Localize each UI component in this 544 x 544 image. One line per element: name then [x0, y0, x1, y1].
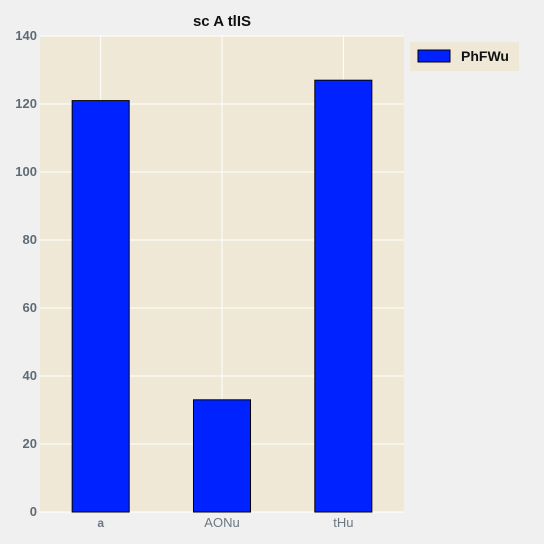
y-axis-ticks: 0 20 40 60 80 100 120 140	[15, 28, 37, 519]
bar-AONu	[192, 399, 252, 513]
chart-title: sc A tlIS	[193, 13, 251, 30]
legend-swatch	[417, 49, 451, 63]
x-tick-label: AONu	[204, 515, 239, 530]
x-tick-label: tHu	[333, 515, 353, 530]
y-tick-label: 80	[23, 232, 37, 247]
y-tick-label: 40	[23, 368, 37, 383]
y-tick-label: 140	[15, 28, 37, 43]
x-axis-ticks: a AONu tHu	[97, 515, 353, 530]
legend: PhFWu	[410, 42, 519, 71]
legend-label: PhFWu	[461, 48, 509, 64]
bars	[71, 79, 373, 513]
y-tick-label: 20	[23, 436, 37, 451]
y-tick-label: 100	[15, 164, 37, 179]
y-tick-label: 120	[15, 96, 37, 111]
y-tick-label: 0	[30, 504, 37, 519]
x-tick-label: a	[97, 516, 104, 530]
y-tick-label: 60	[23, 300, 37, 315]
bar-a	[71, 100, 130, 513]
bar-tHu	[314, 79, 373, 513]
